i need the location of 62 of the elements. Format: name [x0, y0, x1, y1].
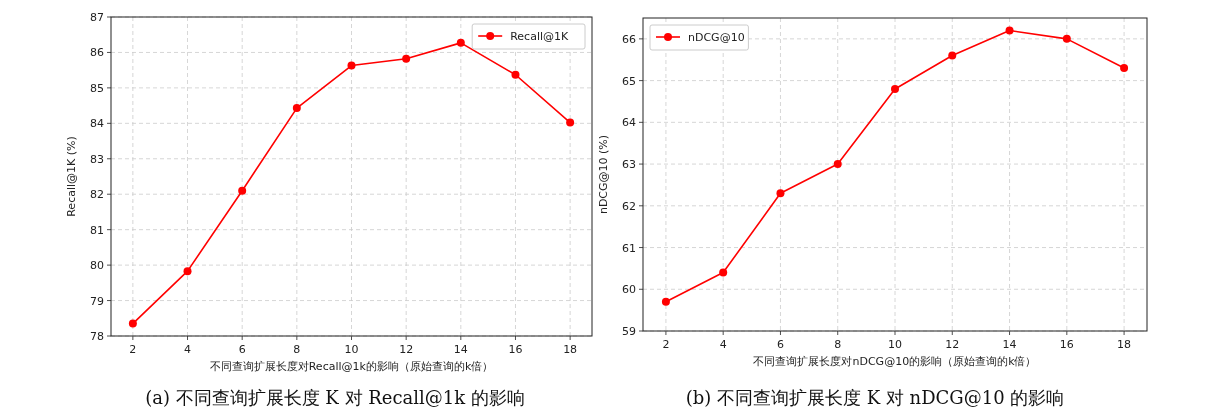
- x-tick-label: 4: [719, 338, 727, 351]
- point: [1062, 34, 1071, 43]
- y-axis-title: Recall@1K (%): [65, 136, 78, 217]
- point: [1120, 64, 1129, 73]
- y-tick-label: 62: [622, 199, 636, 213]
- y-tick-label: 80: [90, 259, 104, 273]
- point: [456, 38, 465, 47]
- point: [511, 70, 520, 79]
- x-tick-label: 18: [563, 343, 578, 356]
- x-tick-label: 2: [129, 343, 137, 356]
- text: (b) 不同查询扩展长度 K 对 nDCG@10 的影响: [685, 387, 1065, 408]
- y-tick-label: 65: [622, 74, 636, 88]
- x-axis-title: 不同查询扩展长度对Recall@1k的影响（原始查询的k倍）: [209, 360, 494, 373]
- x-tick-label: 14: [453, 343, 468, 356]
- y-tick-label: 84: [90, 117, 104, 131]
- point: [347, 61, 356, 70]
- y-tick-label: 63: [622, 158, 636, 172]
- point: [1005, 26, 1014, 35]
- y-tick-label: 83: [90, 152, 104, 166]
- x-tick-label: 6: [238, 343, 246, 356]
- y-tick-label: 78: [90, 330, 104, 343]
- point: [238, 186, 247, 195]
- y-tick-label: 64: [622, 116, 636, 130]
- point: [183, 267, 192, 276]
- y-tick-label: 79: [90, 294, 104, 308]
- point: [719, 268, 728, 277]
- y-tick-label: 61: [622, 241, 636, 255]
- y-tick-label: 85: [90, 81, 104, 95]
- x-tick-label: 12: [399, 343, 414, 356]
- x-tick-label: 8: [293, 343, 301, 356]
- y-axis-title: nDCG@10 (%): [597, 134, 610, 215]
- point: [891, 84, 899, 93]
- x-tick-label: 4: [184, 343, 192, 356]
- text: (a) 不同查询扩展长度 K 对 Recall@1k 的影响: [145, 387, 525, 408]
- point: [128, 319, 137, 328]
- x-tick-label: 16: [1059, 338, 1074, 351]
- point: [948, 51, 957, 60]
- y-tick-label: 82: [90, 188, 104, 202]
- x-tick-label: 8: [834, 338, 842, 351]
- y-tick-label: 81: [90, 223, 104, 237]
- x-tick-label: 18: [1117, 338, 1132, 351]
- y-tick-label: 60: [622, 283, 636, 297]
- y-tick-label: 59: [622, 325, 636, 338]
- point: [292, 104, 301, 113]
- x-axis-title: 不同查询扩展长度对nDCG@10的影响（原始查询的k倍）: [753, 355, 1037, 368]
- x-tick-label: 6: [776, 338, 784, 351]
- point: [566, 118, 575, 127]
- point: [833, 160, 842, 169]
- x-tick-label: 14: [1002, 338, 1017, 351]
- y-tick-label: 87: [90, 11, 104, 24]
- x-tick-label: 10: [888, 338, 902, 351]
- legend-label: Recall@1K: [510, 30, 570, 43]
- y-tick-label: 66: [622, 32, 636, 46]
- x-tick-label: 12: [945, 338, 960, 351]
- x-tick-label: 2: [662, 338, 670, 351]
- x-tick-label: 16: [508, 343, 523, 356]
- point: [776, 189, 785, 198]
- point: [402, 54, 411, 63]
- y-tick-label: 86: [90, 46, 104, 60]
- point: [661, 297, 670, 306]
- x-tick-label: 10: [344, 343, 359, 356]
- legend-label: nDCG@10: [688, 31, 745, 44]
